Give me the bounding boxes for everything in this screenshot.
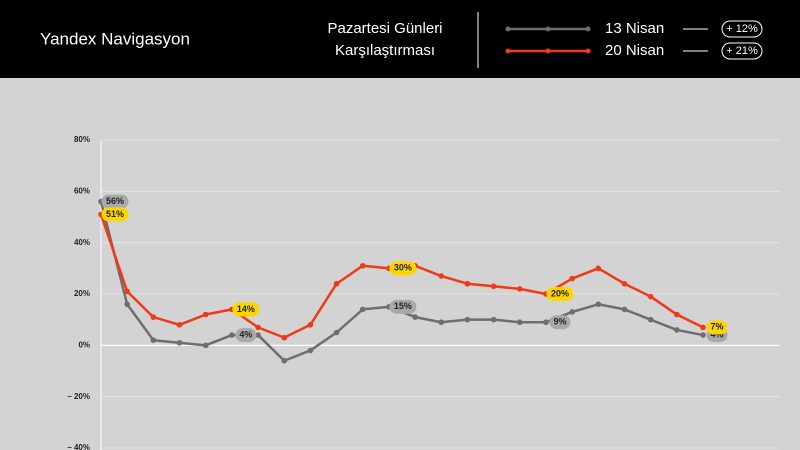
legend-dot	[585, 48, 591, 54]
legend-label: 13 Nisan	[605, 20, 664, 37]
point	[595, 301, 602, 308]
header	[0, 0, 800, 78]
point	[307, 322, 314, 328]
y-tick-label: 60%	[74, 186, 90, 195]
value-label-pill	[235, 328, 257, 343]
point	[700, 324, 706, 331]
value-label: 51%	[106, 209, 124, 219]
value-label-pill	[101, 207, 129, 222]
point	[647, 293, 654, 300]
point	[255, 332, 261, 338]
legend-pill	[721, 20, 763, 38]
value-label: 14%	[237, 304, 255, 314]
legend-label: 20 Nisan	[605, 42, 664, 59]
value-label: 9%	[553, 317, 566, 327]
point	[490, 316, 497, 323]
point	[281, 334, 288, 341]
point	[255, 324, 261, 331]
point	[674, 311, 680, 318]
value-label: 7%	[710, 322, 723, 332]
point	[124, 288, 130, 295]
point	[333, 329, 340, 336]
chart-title: Karşılaştırması	[335, 42, 435, 59]
point	[464, 280, 471, 287]
y-tick-label: – 40%	[67, 443, 90, 450]
chart-title: Pazartesi Günleri	[327, 20, 442, 37]
y-tick-label: 0%	[78, 340, 90, 349]
value-label-pill	[232, 302, 260, 317]
point	[307, 347, 314, 354]
point	[438, 273, 445, 279]
legend-dot	[545, 26, 551, 32]
value-label: 4%	[239, 329, 252, 339]
point	[647, 316, 654, 323]
point	[621, 280, 628, 287]
point	[150, 337, 157, 344]
point	[569, 309, 575, 315]
value-label-pill	[546, 287, 574, 301]
brand: Yandex Navigasyon	[40, 29, 190, 48]
point	[490, 283, 497, 290]
legend-dot	[505, 48, 511, 54]
value-label-pill	[706, 320, 728, 335]
point	[674, 327, 680, 333]
point	[516, 319, 523, 326]
point	[543, 319, 549, 326]
value-label-pill	[101, 194, 129, 209]
legend-dot	[585, 26, 591, 32]
value-label-pill	[549, 315, 571, 330]
point	[438, 319, 445, 326]
point	[700, 332, 706, 338]
legend-change: + 12%	[726, 23, 758, 35]
point	[595, 265, 602, 272]
point	[569, 275, 575, 282]
point	[359, 306, 366, 313]
point	[124, 301, 130, 308]
y-tick-label: – 20%	[67, 392, 90, 401]
value-label: 20%	[551, 288, 569, 298]
point	[202, 342, 209, 349]
point	[202, 311, 209, 318]
value-label: 4%	[710, 329, 723, 339]
legend-change: + 21%	[726, 45, 758, 57]
value-label-pill	[389, 299, 417, 314]
legend-dot	[505, 26, 511, 32]
point	[412, 314, 418, 320]
value-label: 30%	[394, 263, 412, 273]
value-label: 56%	[106, 196, 124, 206]
point	[281, 357, 288, 364]
point	[229, 332, 235, 338]
value-label: 15%	[394, 301, 412, 311]
point	[176, 339, 183, 346]
y-tick-label: 80%	[74, 135, 90, 144]
y-tick-label: 20%	[74, 289, 90, 298]
legend-pill	[721, 42, 763, 60]
y-tick-label: 40%	[74, 238, 90, 247]
point	[516, 286, 523, 292]
point	[621, 306, 628, 313]
point	[333, 280, 340, 287]
point	[464, 316, 471, 323]
legend-dot	[545, 48, 551, 54]
value-label-pill	[389, 261, 417, 276]
point	[359, 262, 366, 269]
point	[150, 314, 157, 320]
point	[176, 322, 183, 328]
